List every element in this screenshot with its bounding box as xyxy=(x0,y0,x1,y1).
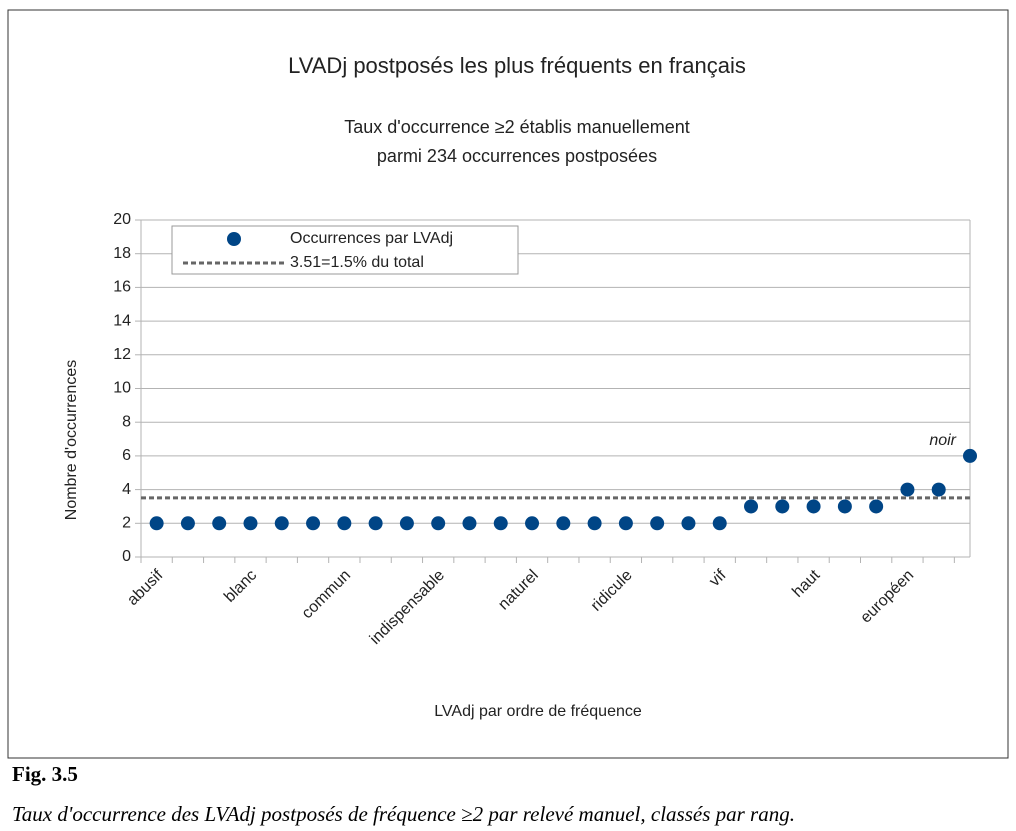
y-tick-label: 20 xyxy=(113,211,131,228)
y-tick-label: 18 xyxy=(113,245,131,262)
point xyxy=(556,516,571,531)
y-tick-label: 8 xyxy=(122,413,131,430)
frame xyxy=(7,9,1009,759)
point xyxy=(493,516,508,531)
legend-marker xyxy=(227,232,241,246)
point xyxy=(869,499,884,514)
point xyxy=(462,516,477,531)
y-tick-label: 0 xyxy=(122,548,131,565)
legend-label: 3.51=1.5% du total xyxy=(290,254,424,271)
point xyxy=(337,516,352,531)
point xyxy=(775,499,790,514)
figure-caption: Taux d'occurrence des LVAdj postposés de… xyxy=(12,802,795,826)
y-tick-label: 10 xyxy=(113,380,131,397)
point xyxy=(368,516,383,531)
point xyxy=(837,499,852,514)
point xyxy=(243,516,258,531)
point xyxy=(650,516,665,531)
y-tick-label: 2 xyxy=(122,515,131,532)
chart: LVADj postposés les plus fréquents en fr… xyxy=(7,9,1009,759)
chart-subtitle: parmi 234 occurrences postposées xyxy=(377,146,657,166)
point xyxy=(681,516,696,531)
point xyxy=(744,499,759,514)
y-tick-label: 6 xyxy=(122,447,131,464)
point xyxy=(180,516,195,531)
chart-subtitle: Taux d'occurrence ≥2 établis manuellemen… xyxy=(344,117,690,137)
point xyxy=(399,516,414,531)
y-tick-label: 4 xyxy=(122,481,131,498)
figure-label: Fig. 3.5 xyxy=(12,762,78,786)
point xyxy=(149,516,164,531)
point xyxy=(274,516,289,531)
point xyxy=(712,516,727,531)
y-axis-label: Nombre d'occurrences xyxy=(63,360,80,520)
point xyxy=(900,482,915,497)
point xyxy=(431,516,446,531)
y-tick-label: 16 xyxy=(113,279,131,296)
point xyxy=(525,516,540,531)
legend-label: Occurrences par LVAdj xyxy=(290,230,453,247)
point xyxy=(931,482,946,497)
chart-title: LVADj postposés les plus fréquents en fr… xyxy=(288,53,746,78)
y-tick-label: 12 xyxy=(113,346,131,363)
annotation: noir xyxy=(929,432,956,449)
point xyxy=(587,516,602,531)
point xyxy=(963,448,977,463)
y-tick-label: 14 xyxy=(113,312,131,329)
point xyxy=(618,516,633,531)
point xyxy=(212,516,227,531)
point xyxy=(806,499,821,514)
x-axis-label: LVAdj par ordre de fréquence xyxy=(434,703,642,720)
point xyxy=(306,516,321,531)
